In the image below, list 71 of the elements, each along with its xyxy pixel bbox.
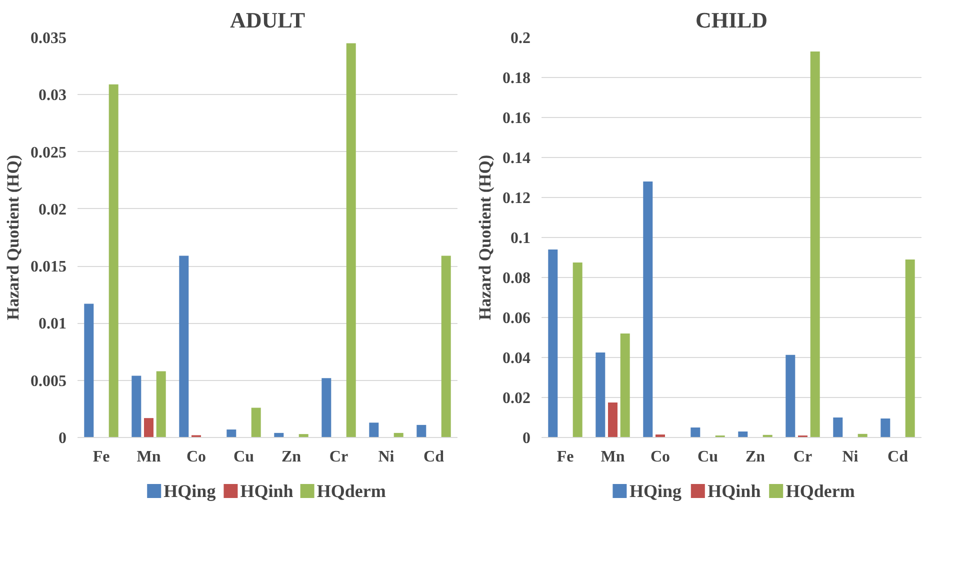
y-tick-label: 0 [58,430,66,447]
y-axis-title: Hazard Quotient (HQ) [4,154,22,320]
x-tick-label: Cd [424,448,444,466]
y-tick-label: 0.04 [502,350,530,367]
y-tick-label: 0.03 [38,87,66,104]
bar [905,260,915,438]
x-tick-label: Cu [234,448,254,466]
y-tick-label: 0.14 [502,150,530,167]
bar [738,432,748,438]
legend-label: HQing [164,481,216,501]
x-tick-label: Cd [888,448,908,466]
bar [880,418,890,438]
x-tick-label: Co [650,448,670,466]
bar [441,256,451,438]
legend-label: HQing [629,481,682,501]
bar [144,418,154,438]
bar [596,352,606,438]
bar [690,428,700,438]
bar [369,422,379,438]
bar [251,408,261,438]
y-tick-label: 0.015 [30,258,66,276]
x-tick-label: Fe [92,448,110,466]
y-tick-label: 0.2 [510,30,530,47]
y-tick-label: 0.025 [30,144,66,162]
bar [322,378,332,438]
bar [179,256,189,438]
y-tick-label: 0.12 [502,190,530,207]
x-tick-label: Ni [378,448,395,466]
y-tick-label: 0.1 [510,230,530,247]
legend-label: HQderm [786,481,855,501]
bar [833,418,843,438]
x-tick-label: Fe [556,448,574,466]
bar [346,43,356,438]
chart-title: ADULT [230,8,306,32]
bar [810,52,820,438]
y-tick-label: 0.06 [502,310,530,327]
chart-title: CHILD [695,8,768,32]
x-tick-label: Cr [793,448,812,466]
x-tick-label: Ni [842,448,859,466]
bar [108,84,118,438]
bar [608,402,618,438]
y-tick-label: 0.16 [502,110,530,127]
x-tick-label: Zn [281,448,302,466]
bar [416,424,426,438]
bar [572,262,582,438]
x-tick-label: Zn [745,448,766,466]
bar [643,182,653,438]
bar [84,304,94,438]
bar [548,250,558,438]
x-tick-label: Cu [698,448,718,466]
y-tick-label: 0.18 [502,70,530,87]
y-tick-label: 0.01 [38,316,66,333]
bar [620,334,630,438]
x-tick-label: Cr [329,448,348,466]
y-tick-label: 0.08 [502,270,530,287]
y-tick-label: 0.02 [502,390,530,407]
bar [132,376,142,438]
x-tick-label: Mn [136,448,161,466]
legend-label: HQinh [708,481,761,501]
legend-label: HQinh [240,481,294,501]
x-tick-label: Mn [600,448,625,466]
x-tick-label: Co [186,448,206,466]
y-axis-title: Hazard Quotient (HQ) [476,154,494,320]
y-tick-label: 0 [522,430,530,447]
bar [156,371,166,438]
bar [226,430,236,438]
bar [786,354,796,438]
y-tick-label: 0.035 [30,30,66,47]
y-tick-label: 0.02 [38,201,66,218]
y-tick-label: 0.005 [30,372,66,390]
legend-label: HQderm [316,481,386,501]
